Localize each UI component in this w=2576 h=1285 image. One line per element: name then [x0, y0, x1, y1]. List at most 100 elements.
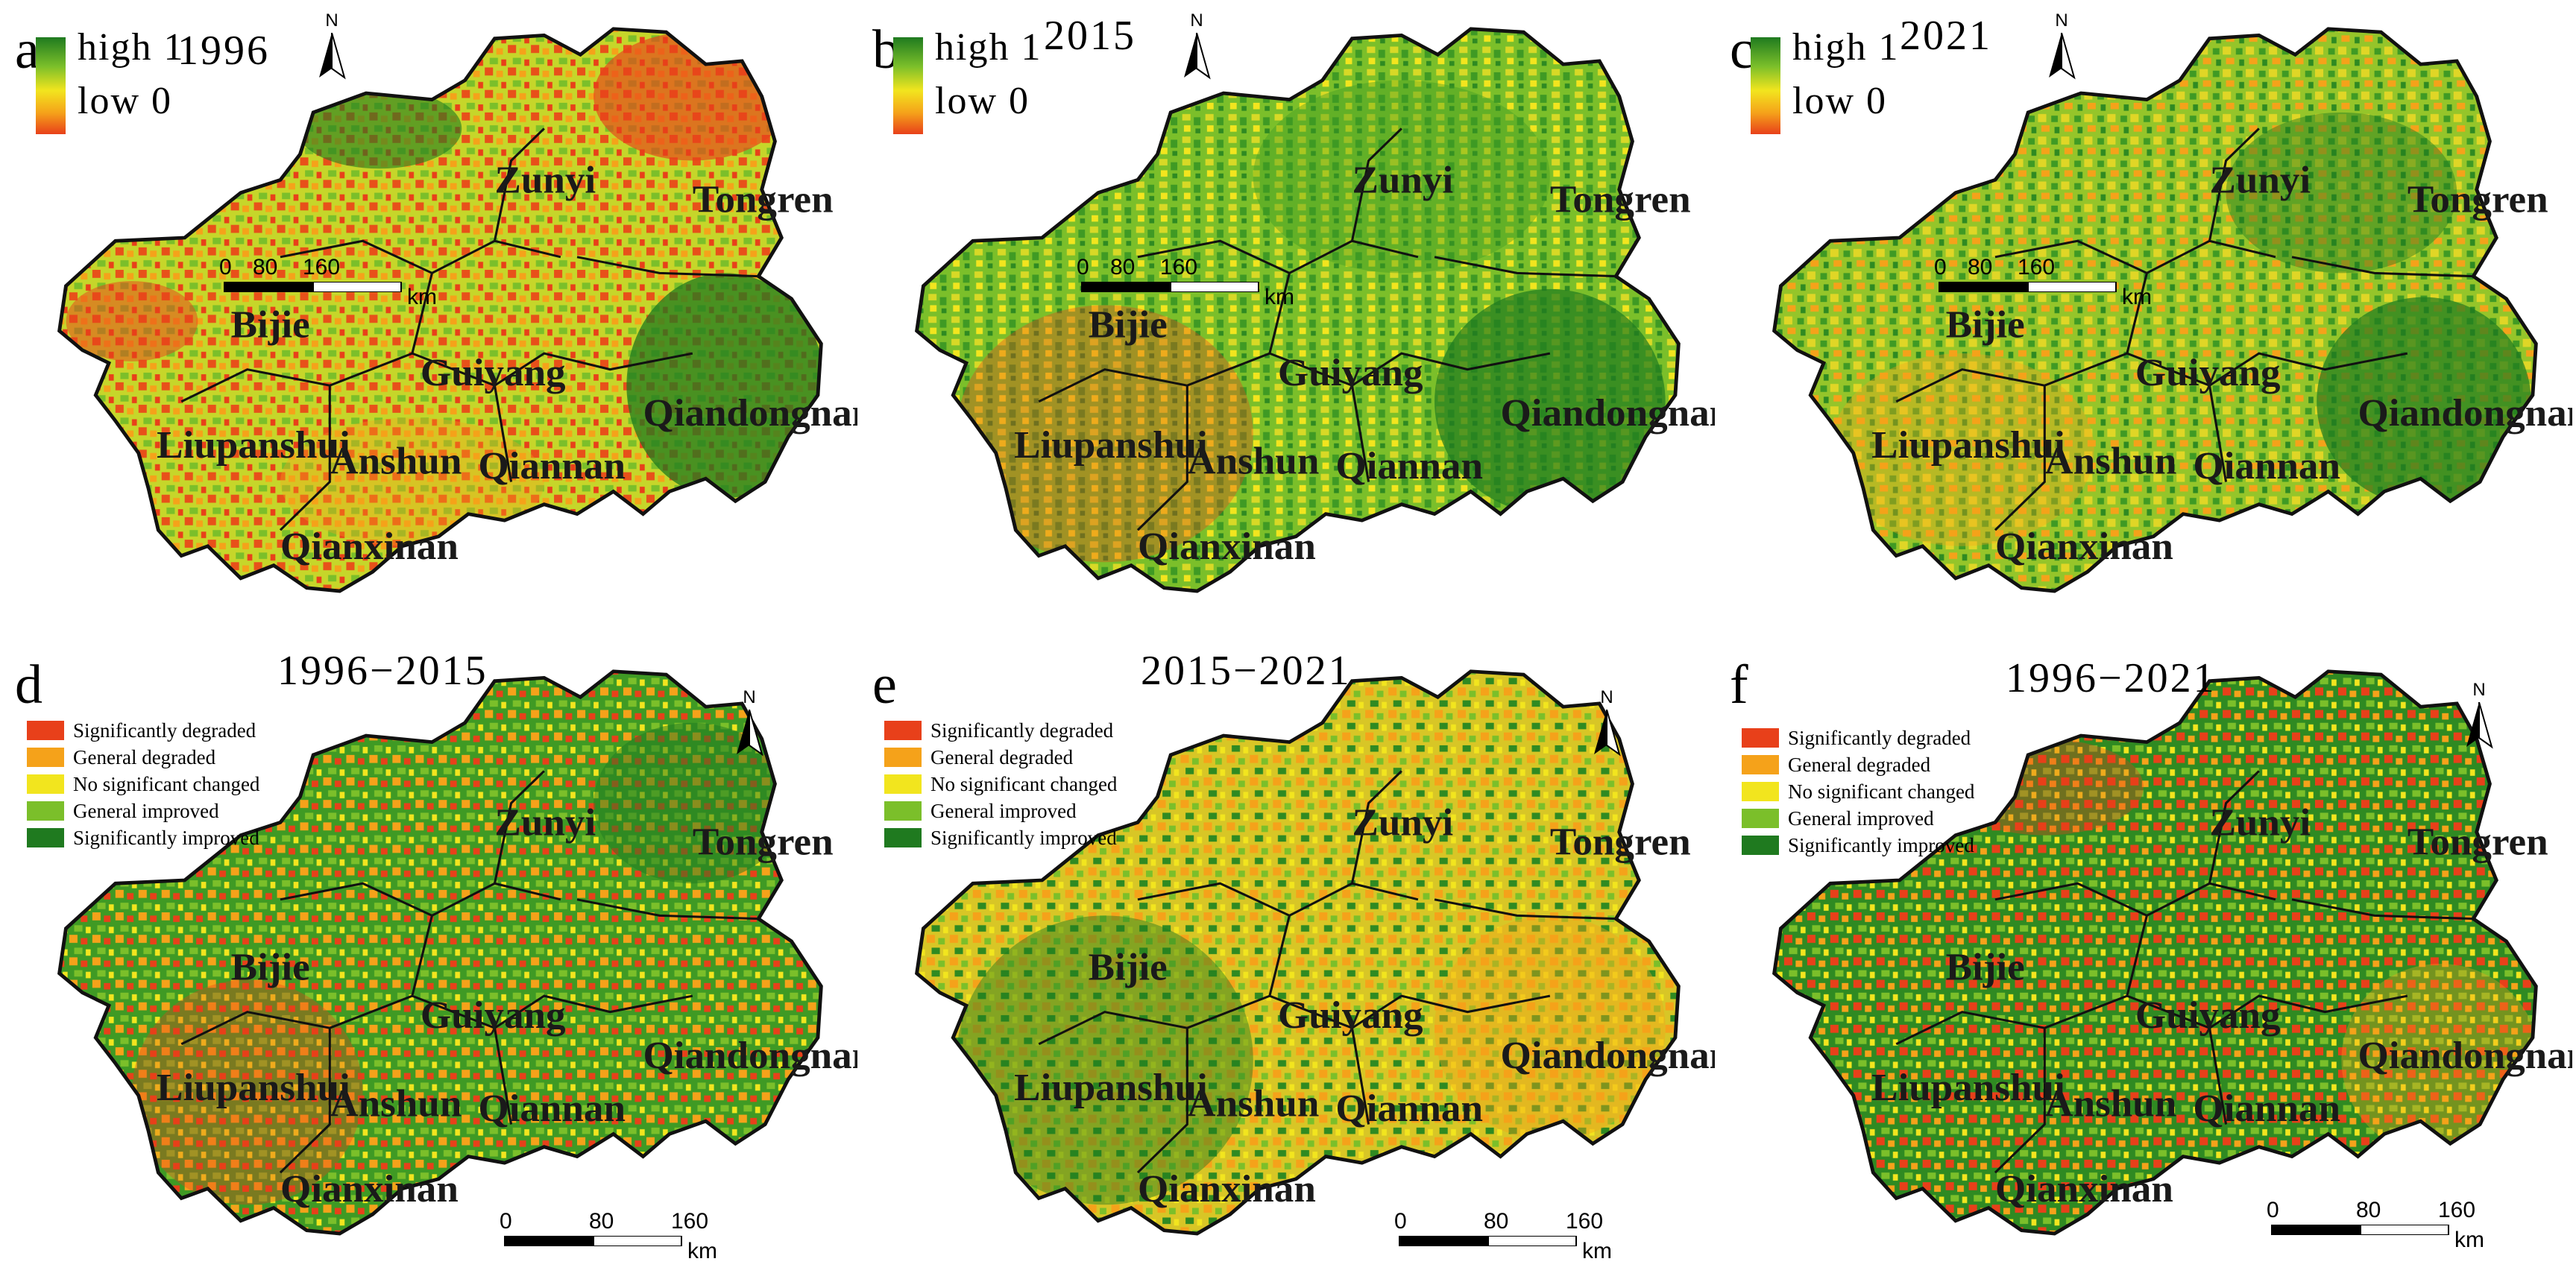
north-arrow: N — [2043, 10, 2080, 100]
map-guizhou-1996: Zunyi Tongren Bijie Guiyang Qiandongnan … — [0, 0, 857, 642]
scale-tick-80: 80 — [253, 255, 278, 280]
legend-label: Significantly improved — [1788, 833, 1974, 856]
north-arrow-icon — [1184, 33, 1211, 80]
legend-swatch — [27, 774, 64, 794]
scale-bar-graphic — [1081, 282, 1259, 292]
legend-label: General degraded — [930, 745, 1074, 768]
city-label-qianxinan: Qianxinan — [1995, 525, 2173, 568]
north-arrow-icon — [1594, 710, 1621, 757]
city-label-guiyang: Guiyang — [2135, 994, 2281, 1037]
legend-swatch — [1742, 836, 1779, 855]
value-ramp — [893, 37, 923, 134]
scale-tick-80: 80 — [1110, 255, 1136, 280]
legend-item-no-change: No significant changed — [1742, 778, 1974, 805]
legend-label: Significantly improved — [930, 826, 1117, 849]
city-label-tongren: Tongren — [2407, 178, 2548, 221]
legend-item-gen-improved: General improved — [27, 798, 259, 824]
scale-tick-0: 0 — [1394, 1209, 1407, 1234]
legend-swatch — [27, 748, 64, 767]
legend-swatch — [1742, 782, 1779, 801]
panel-title: 1996−2015 — [277, 648, 488, 694]
city-label-bijie: Bijie — [1089, 303, 1168, 346]
city-label-liupanshui: Liupanshui — [1871, 424, 2065, 467]
north-label: N — [1190, 10, 1203, 31]
scale-tick-0: 0 — [219, 255, 232, 280]
city-label-qiandongnan: Qiandongnan — [643, 1035, 858, 1077]
legend-swatch — [1742, 755, 1779, 774]
panel-letter: d — [15, 654, 42, 716]
panel-f: Zunyi Tongren Bijie Guiyang Qiandongnan … — [1715, 642, 2572, 1285]
change-legend: Significantly degraded General degraded … — [884, 717, 1117, 851]
north-arrow: N — [1178, 10, 1215, 100]
city-label-zunyi: Zunyi — [494, 801, 596, 844]
city-label-zunyi: Zunyi — [494, 159, 596, 201]
scale-tick-80: 80 — [2356, 1198, 2381, 1222]
scale-tick-80: 80 — [1484, 1209, 1509, 1234]
city-label-guiyang: Guiyang — [2135, 352, 2281, 394]
legend-item-gen-degraded: General degraded — [27, 744, 259, 771]
city-label-guiyang: Guiyang — [421, 994, 566, 1037]
north-arrow: N — [2460, 680, 2498, 769]
ramp-low-label: low 0 — [935, 80, 1030, 122]
city-label-guiyang: Guiyang — [421, 352, 566, 394]
city-label-tongren: Tongren — [693, 178, 834, 221]
city-label-qianxinan: Qianxinan — [1995, 1168, 2173, 1210]
legend-item-gen-improved: General improved — [1742, 805, 1974, 832]
panel-e: Zunyi Tongren Bijie Guiyang Qiandongnan … — [857, 642, 1715, 1285]
ramp-high-label: high 1 — [935, 26, 1042, 69]
panel-title: 1996−2021 — [2006, 655, 2217, 701]
scale-tick-160: 160 — [2438, 1198, 2476, 1222]
city-label-qianxinan: Qianxinan — [1138, 525, 1316, 568]
city-label-tongren: Tongren — [1550, 821, 1691, 863]
scale-tick-80: 80 — [1968, 255, 1993, 280]
legend-swatch — [884, 828, 922, 847]
north-arrow-icon — [2049, 33, 2076, 80]
map-guizhou-2015: Zunyi Tongren Bijie Guiyang Qiandongnan … — [857, 0, 1715, 642]
scale-tick-80: 80 — [589, 1209, 614, 1234]
north-arrow: N — [313, 10, 350, 100]
city-label-qiannan: Qiannan — [2193, 445, 2340, 487]
city-label-anshun: Anshun — [2044, 440, 2176, 482]
legend-label: General degraded — [1788, 753, 1931, 776]
north-label: N — [743, 687, 756, 707]
legend-label: Significantly degraded — [930, 719, 1114, 742]
city-label-qiandongnan: Qiandongnan — [2358, 1035, 2573, 1077]
city-label-bijie: Bijie — [1946, 303, 2025, 346]
city-label-qiandongnan: Qiandongnan — [2358, 392, 2573, 435]
legend-item-gen-degraded: General degraded — [884, 744, 1117, 771]
panel-letter: a — [15, 19, 40, 80]
city-label-tongren: Tongren — [693, 821, 834, 863]
panel-a: Zunyi Tongren Bijie Guiyang Qiandongnan … — [0, 0, 857, 642]
city-label-zunyi: Zunyi — [2209, 801, 2311, 844]
legend-item-sig-improved: Significantly improved — [27, 824, 259, 851]
panel-c: Zunyi Tongren Bijie Guiyang Qiandongnan … — [1715, 0, 2572, 642]
north-label: N — [1600, 687, 1613, 707]
city-label-anshun: Anshun — [330, 440, 462, 482]
scale-tick-0: 0 — [2267, 1198, 2279, 1222]
legend-item-no-change: No significant changed — [27, 771, 259, 798]
legend-label: General improved — [1788, 806, 1934, 830]
legend-item-no-change: No significant changed — [884, 771, 1117, 798]
north-label: N — [2055, 10, 2068, 31]
city-label-qianxinan: Qianxinan — [1138, 1168, 1316, 1210]
legend-swatch — [27, 801, 64, 821]
panel-b: Zunyi Tongren Bijie Guiyang Qiandongnan … — [857, 0, 1715, 642]
city-label-qiandongnan: Qiandongnan — [1501, 392, 1716, 435]
scale-bar: 0 80 160 km — [1934, 255, 2158, 315]
legend-item-sig-degraded: Significantly degraded — [27, 717, 259, 744]
legend-item-sig-improved: Significantly improved — [884, 824, 1117, 851]
scale-bar: 0 80 160 km — [2267, 1198, 2490, 1257]
city-label-zunyi: Zunyi — [1352, 801, 1453, 844]
city-label-bijie: Bijie — [231, 946, 310, 988]
legend-label: Significantly improved — [73, 826, 259, 849]
city-label-qiannan: Qiannan — [478, 445, 626, 487]
ramp-high-label: high 1 — [78, 26, 185, 69]
scale-unit: km — [1582, 1239, 1612, 1263]
city-label-anshun: Anshun — [1187, 440, 1319, 482]
scale-unit: km — [1265, 285, 1294, 309]
legend-item-sig-degraded: Significantly degraded — [884, 717, 1117, 744]
city-label-qiannan: Qiannan — [2193, 1087, 2340, 1130]
panel-title: 2015 — [1044, 13, 1136, 59]
north-arrow: N — [1588, 687, 1625, 777]
legend-swatch — [884, 801, 922, 821]
